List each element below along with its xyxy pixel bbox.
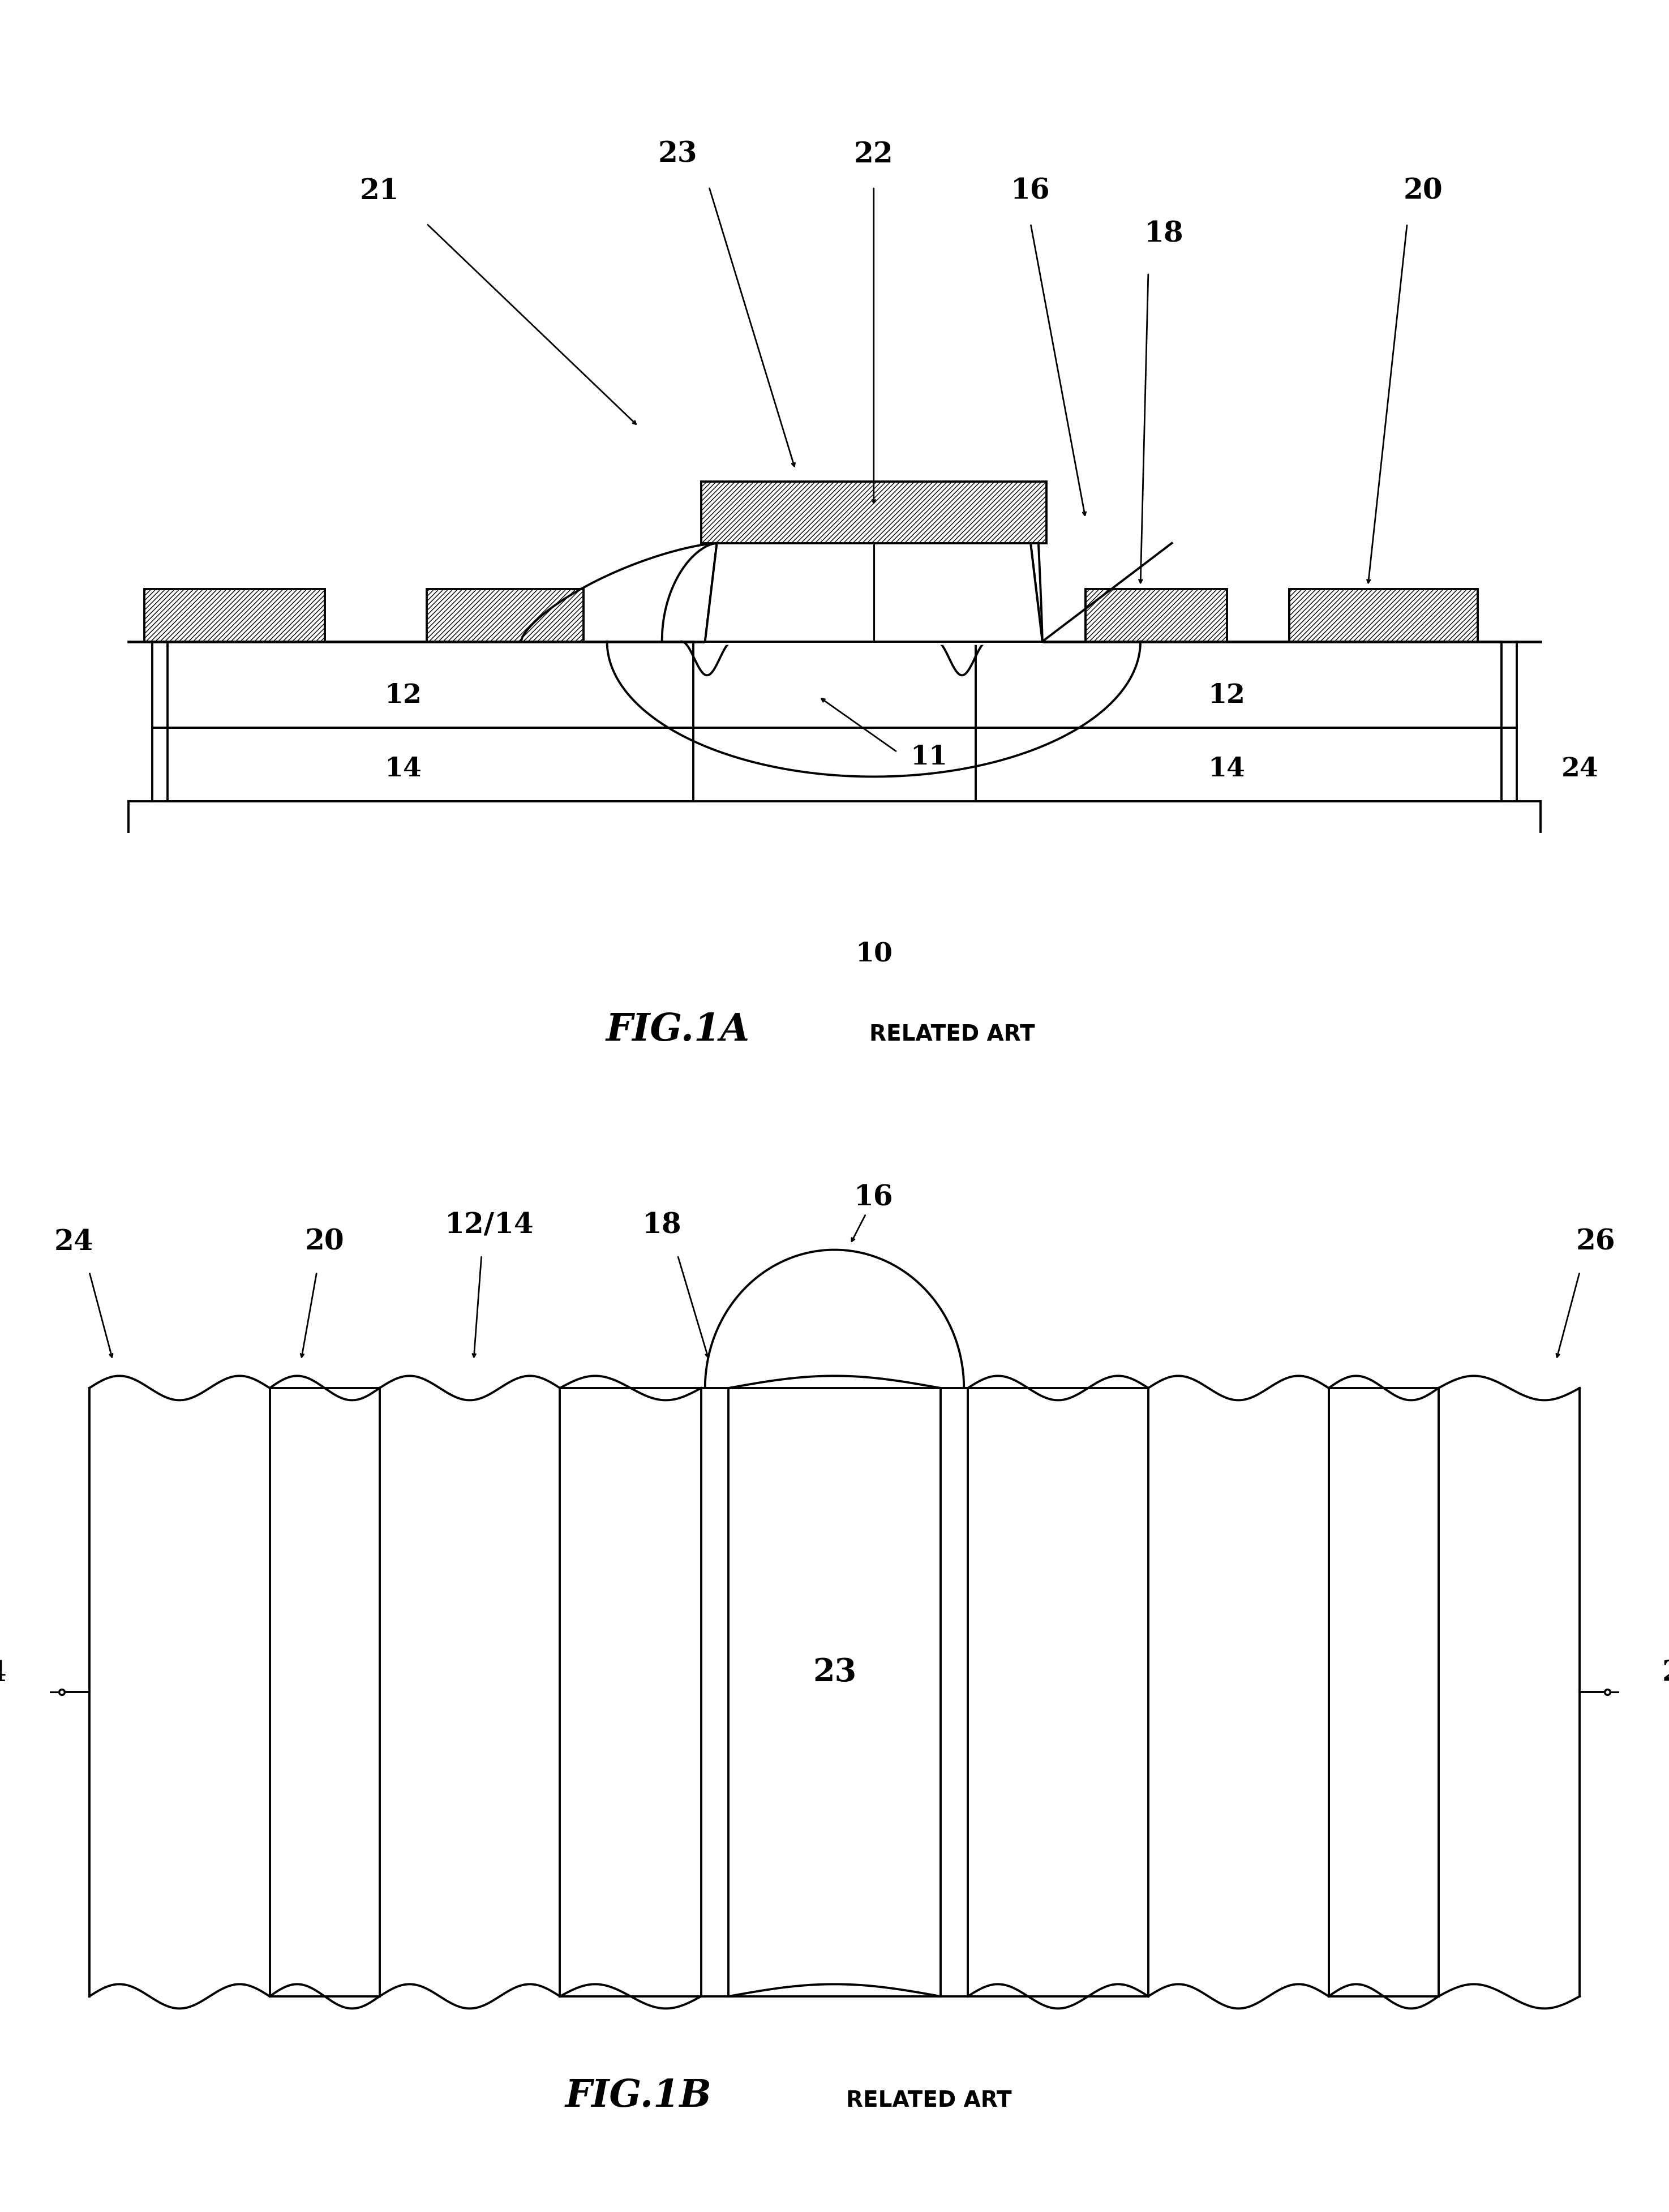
Bar bbox=[1290, 588, 1477, 641]
Bar bbox=[976, 641, 1502, 728]
Text: 24: 24 bbox=[53, 1228, 93, 1256]
Bar bbox=[144, 588, 325, 641]
Bar bbox=[167, 641, 693, 728]
Bar bbox=[976, 728, 1502, 801]
Bar bbox=[90, 1389, 270, 1995]
Text: 12: 12 bbox=[384, 684, 422, 708]
Text: 14: 14 bbox=[384, 757, 422, 783]
Bar bbox=[1148, 1389, 1329, 1995]
Polygon shape bbox=[704, 544, 1043, 644]
Text: 24: 24 bbox=[0, 1659, 7, 1688]
Bar bbox=[701, 482, 1046, 544]
Text: 26: 26 bbox=[1576, 1228, 1616, 1256]
Text: 14: 14 bbox=[1208, 757, 1245, 783]
Text: 21: 21 bbox=[361, 177, 399, 206]
Bar bbox=[379, 1389, 561, 1995]
Text: 11: 11 bbox=[910, 743, 948, 770]
Text: 23: 23 bbox=[813, 1657, 856, 1688]
Text: 20: 20 bbox=[1404, 177, 1442, 206]
Text: 18: 18 bbox=[643, 1212, 681, 1239]
Text: 26: 26 bbox=[1662, 1659, 1669, 1688]
Text: 20: 20 bbox=[305, 1228, 344, 1256]
Text: 18: 18 bbox=[1145, 221, 1183, 248]
Text: 12/14: 12/14 bbox=[444, 1212, 534, 1239]
Text: FIG.1A: FIG.1A bbox=[606, 1013, 749, 1048]
Bar bbox=[1439, 1389, 1579, 1995]
Bar bbox=[167, 728, 693, 801]
Text: 16: 16 bbox=[1011, 177, 1050, 206]
Text: RELATED ART: RELATED ART bbox=[846, 2090, 1011, 2112]
Text: 12: 12 bbox=[1208, 684, 1245, 708]
Bar bbox=[427, 588, 584, 641]
Bar bbox=[1085, 588, 1227, 641]
Text: FIG.1B: FIG.1B bbox=[566, 2077, 711, 2115]
Text: 16: 16 bbox=[855, 1183, 893, 1212]
Text: RELATED ART: RELATED ART bbox=[870, 1024, 1035, 1046]
Text: 22: 22 bbox=[855, 142, 893, 168]
Text: 10: 10 bbox=[855, 940, 893, 967]
Text: 23: 23 bbox=[658, 142, 698, 168]
Text: 24: 24 bbox=[1561, 757, 1599, 783]
